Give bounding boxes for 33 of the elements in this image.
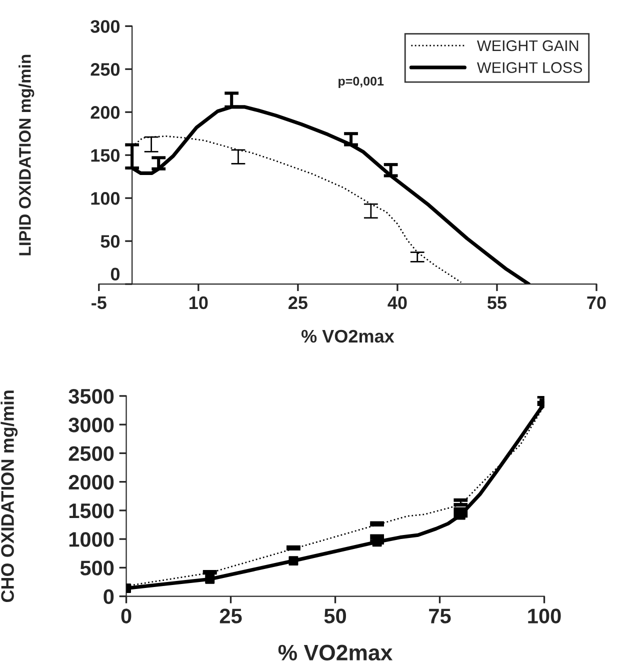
x-tick-label: 25: [220, 608, 242, 624]
y-axis-title: CHO OXIDATION mg/min: [0, 390, 18, 602]
x-axis-title: % VO2max: [278, 644, 393, 661]
y-tick-label: 100: [91, 192, 120, 205]
y-tick-label: 2000: [68, 474, 114, 490]
x-tick-label: 0: [121, 608, 132, 624]
y-tick-label: 0: [104, 589, 114, 604]
y-tick-label: 0: [110, 268, 120, 281]
y-tick-label: 300: [90, 20, 120, 33]
y-tick-label: 1500: [69, 503, 114, 518]
x-tick-label: -5: [92, 296, 106, 310]
x-tick-label: 50: [324, 608, 346, 624]
annotation: p=0,001: [338, 76, 384, 88]
y-tick-label: 250: [90, 63, 120, 76]
x-tick-label: 70: [587, 296, 606, 310]
y-tick-label: 2500: [68, 446, 114, 461]
y-tick-label: 200: [90, 106, 120, 119]
y-axis-title: LIPID OXIDATION mg/min: [18, 54, 34, 256]
x-tick-label: 25: [288, 296, 308, 310]
x-tick-label: 10: [190, 296, 208, 310]
x-tick-label: 75: [429, 608, 451, 624]
y-tick-label: 500: [80, 560, 114, 576]
y-tick-label: 150: [91, 149, 120, 162]
y-tick-label: 3000: [68, 418, 114, 432]
y-tick-label: 50: [100, 235, 120, 248]
x-tick-label: 100: [528, 608, 561, 624]
y-tick-label: 3500: [68, 388, 114, 404]
y-tick-label: 1000: [69, 532, 114, 547]
x-tick-label: 40: [388, 296, 407, 310]
legend-label: WEIGHT LOSS: [476, 62, 582, 73]
x-axis-title: % VO2max: [301, 330, 394, 343]
x-tick-label: 55: [487, 296, 507, 310]
legend-label: WEIGHT GAIN: [476, 40, 578, 52]
